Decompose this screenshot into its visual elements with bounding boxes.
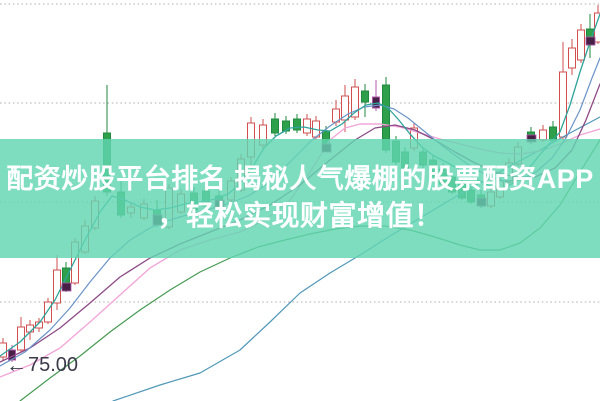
candle-body-down [361, 90, 369, 103]
dark-patch [61, 282, 72, 292]
candle-body-up [568, 47, 576, 69]
candle-body-up [44, 301, 52, 323]
candle-body-up [17, 326, 25, 351]
candle-body-up [53, 269, 61, 304]
candle-body-up [341, 95, 349, 121]
candle-body-up [35, 321, 43, 329]
candle-body-up [0, 342, 7, 358]
candle-body-up [303, 118, 311, 134]
price-marker: ← 75.00 [6, 354, 78, 377]
candle-body-down [271, 118, 279, 134]
dark-patch [585, 36, 596, 46]
candle-body-up [577, 29, 585, 61]
left-arrow-icon: ← [6, 354, 27, 377]
price-marker-value: 75.00 [28, 354, 79, 376]
promo-banner: 配资炒股平台排名 揭秘人气爆棚的股票配资APP ，轻松实现财富增值！ [0, 139, 600, 258]
promo-banner-subtitle: ，轻松实现财富增值！ [157, 199, 443, 231]
candle-body-up [26, 324, 34, 333]
candle-body-down [293, 118, 301, 131]
promo-banner-title: 配资炒股平台排名 揭秘人气爆棚的股票配资APP [6, 164, 594, 195]
candle-body-up [559, 71, 567, 138]
candle-body-up [351, 86, 359, 118]
candle-body-dark [372, 96, 380, 109]
